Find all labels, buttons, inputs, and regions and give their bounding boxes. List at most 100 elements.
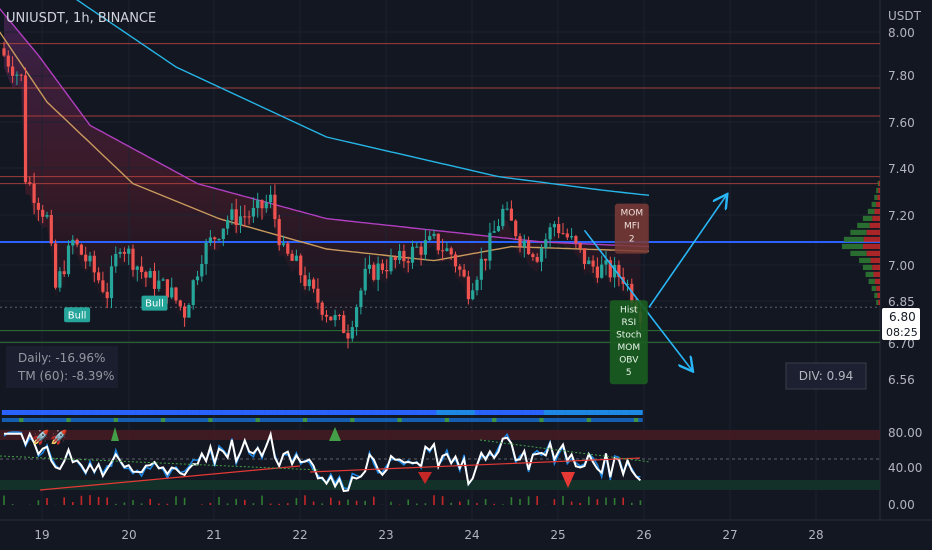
candle	[522, 240, 526, 247]
trend-cell	[509, 418, 514, 422]
trend-cell	[208, 410, 213, 415]
trend-cell	[526, 418, 531, 422]
trend-cell	[599, 418, 605, 422]
trend-cell	[517, 410, 523, 415]
trend-cell	[461, 410, 467, 415]
trend-cell	[49, 410, 54, 415]
candle	[630, 283, 634, 304]
candle	[372, 264, 376, 280]
candle	[449, 248, 453, 255]
trend-arrow[interactable]	[648, 195, 726, 308]
candle	[165, 279, 169, 298]
trend-cell	[410, 418, 415, 422]
up-triangle-icon	[329, 427, 341, 441]
candle	[544, 239, 548, 248]
trend-cell	[603, 410, 609, 415]
trend-cell	[251, 418, 256, 422]
trend-cell	[431, 418, 437, 422]
trend-cell	[92, 418, 97, 422]
time-axis[interactable]: 19 20 21 22 23 24 25 26 27 28	[34, 528, 823, 542]
trend-cell	[474, 418, 480, 422]
trend-cell	[320, 418, 325, 422]
trend-cell	[367, 418, 372, 422]
trend-cell	[259, 418, 265, 422]
candle	[320, 302, 324, 315]
trend-cell	[522, 410, 527, 415]
oscillator-line	[4, 430, 642, 493]
trend-cell	[212, 418, 218, 422]
candle	[488, 232, 492, 261]
trend-cell	[178, 418, 183, 422]
trend-cell	[289, 410, 295, 415]
price-tick: 6.70	[888, 337, 915, 351]
volume-profile-bar	[862, 215, 873, 222]
trend-cell	[324, 418, 329, 422]
candle	[423, 240, 427, 255]
trend-cell	[560, 410, 566, 415]
volume-profile-bar	[877, 180, 879, 187]
candle	[393, 256, 397, 261]
trend-cell	[298, 418, 304, 422]
price-tick: 6.56	[888, 373, 915, 387]
trend-cell	[522, 418, 527, 422]
trend-cell	[272, 410, 278, 415]
candle	[333, 315, 337, 321]
trend-cell	[440, 418, 445, 422]
histogram-bar	[11, 504, 14, 505]
trend-cell	[255, 410, 261, 415]
candle	[578, 243, 582, 249]
trend-cell	[586, 418, 592, 422]
candle	[79, 244, 83, 255]
candle	[329, 316, 333, 321]
trend-cell	[625, 410, 630, 415]
time-tick: 20	[121, 528, 136, 542]
trend-cell	[105, 418, 110, 422]
horizontal-levels[interactable]	[0, 43, 880, 343]
trend-cell	[341, 418, 347, 422]
trend-cell	[414, 418, 420, 422]
trend-cell	[578, 418, 583, 422]
trend-cell	[277, 410, 282, 415]
histogram-bar	[631, 502, 633, 505]
volume-profile-bar	[877, 292, 880, 299]
candle	[118, 251, 122, 254]
candle	[582, 248, 587, 265]
trend-cell	[612, 410, 617, 415]
trend-cell	[255, 418, 261, 422]
trend-cell	[10, 410, 15, 415]
trend-cell	[496, 410, 501, 415]
volume-profile-bar	[871, 201, 877, 208]
trend-cell	[590, 418, 596, 422]
volume-profile-bar	[873, 271, 880, 278]
tm-change: TM (60): -8.39%	[17, 369, 114, 383]
trend-cell	[203, 418, 209, 422]
candle	[114, 253, 118, 267]
trend-cell	[320, 410, 325, 415]
currency-label: USDT	[888, 9, 922, 23]
signal-labels: Bull Bull	[64, 295, 168, 323]
candle	[561, 233, 565, 235]
candle	[548, 227, 552, 240]
trend-cell	[603, 418, 609, 422]
trend-cell	[152, 418, 157, 422]
trend-cell	[440, 410, 445, 415]
trend-cell	[27, 418, 33, 422]
trend-cell	[148, 418, 153, 422]
candle	[436, 233, 440, 251]
candle	[75, 239, 79, 245]
histogram-bar	[244, 499, 246, 505]
histogram-bar	[226, 503, 229, 505]
histogram-bar	[201, 504, 203, 505]
candle	[6, 55, 10, 67]
price-axis[interactable]: USDT 8.00 7.80 7.60 7.40 7.20 7.00 6.85 …	[882, 9, 922, 387]
trend-cell	[36, 418, 41, 422]
bull-line-6: 5	[626, 368, 632, 378]
trend-cell	[117, 418, 123, 422]
histogram-bar	[132, 500, 134, 505]
trend-cell	[113, 418, 119, 422]
candle	[183, 306, 187, 318]
trend-cell	[457, 418, 463, 422]
trend-cell	[74, 418, 80, 422]
histogram-bar	[441, 496, 444, 505]
